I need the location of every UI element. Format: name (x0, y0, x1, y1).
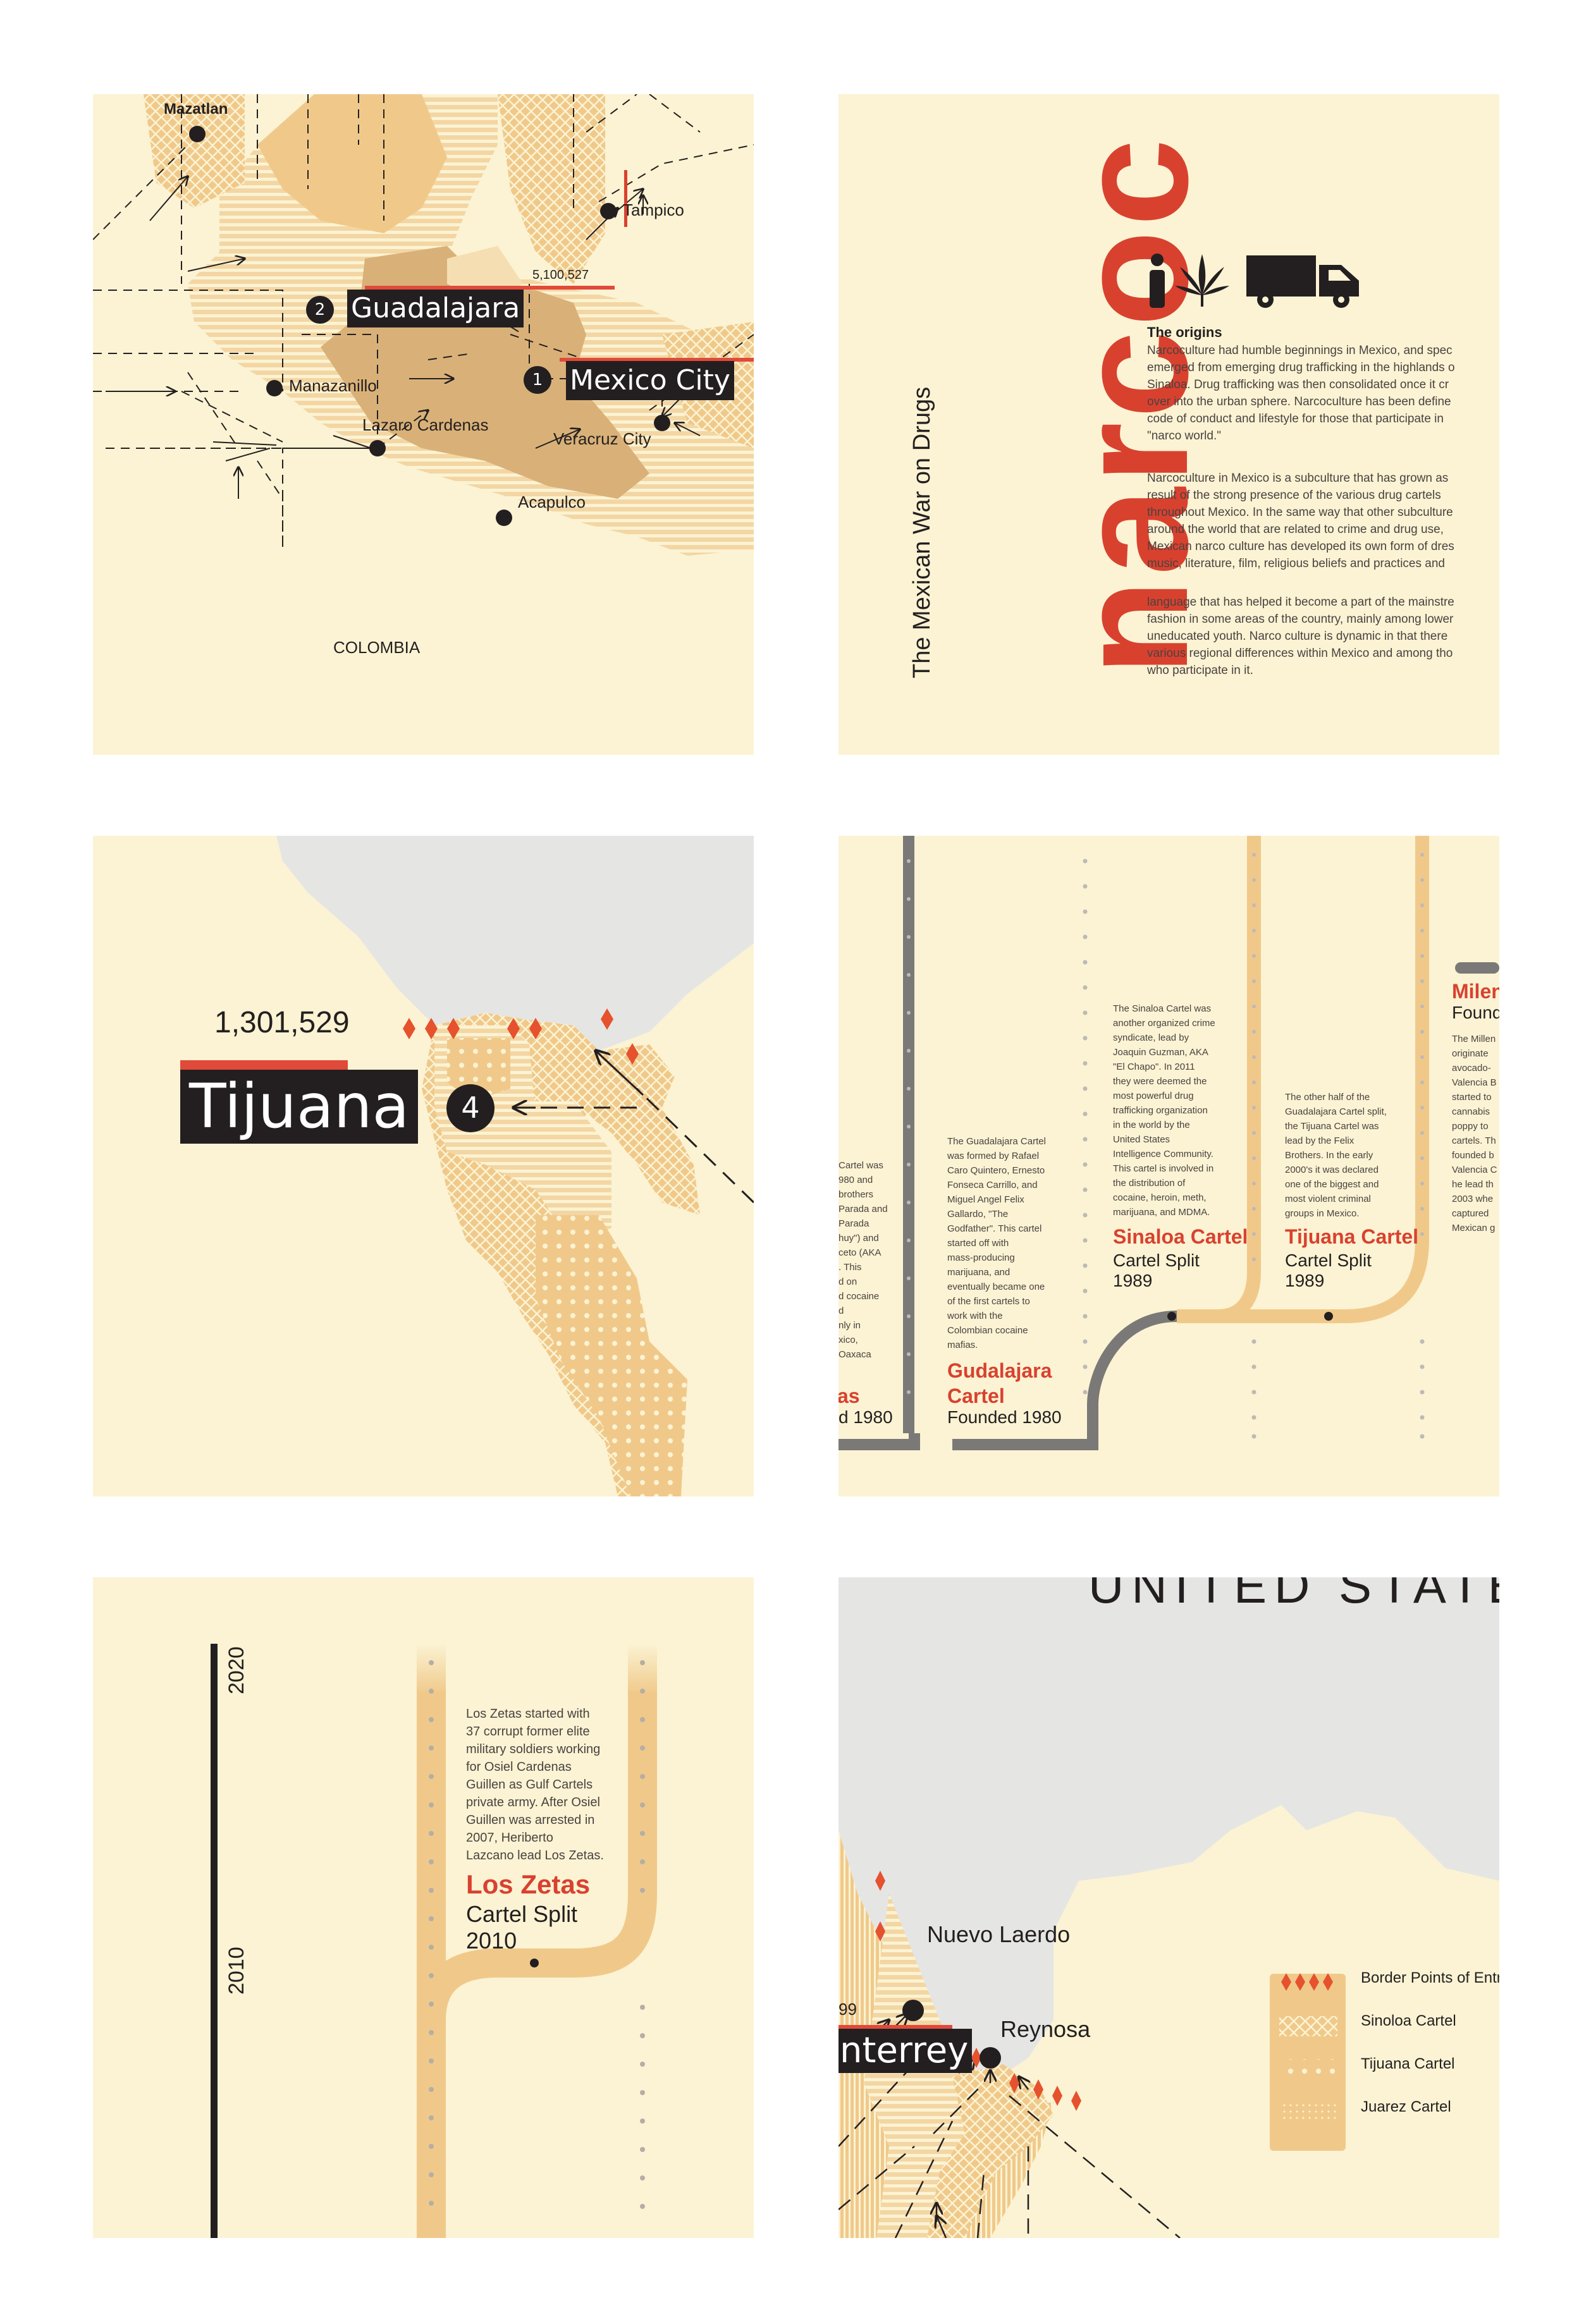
guadalajara-label: Guadalajara (347, 290, 524, 327)
city-label-acapulco: Acapulco (518, 492, 586, 511)
panel-central-mexico-map: Mazatlan Tampico Manazanillo Lazaro Card… (93, 94, 754, 755)
legend-item-juarez-cartel: Juarez Cartel (1361, 2098, 1451, 2115)
tijuana-cartel-name: Tijuana Cartel (1285, 1225, 1419, 1248)
city-label-nuevo-laredo: Nuevo Laerdo (927, 1921, 1071, 1947)
panel-tijuana-map: 1,301,529 Tijuana 4 (93, 836, 754, 1496)
city-label-lazaro-cardenas: Lazaro Cardenas (362, 415, 489, 434)
left-cartel-partial-text: Cartel was 980 and brothers Parada and P… (838, 1160, 888, 1360)
city-label-mazatlan: Mazatlan (164, 101, 228, 118)
series-subtitle: The Mexican War on Drugs (909, 386, 935, 678)
origins-paragraph-1: Narcoculture had humble beginnings in Me… (1147, 344, 1455, 443)
zetas-timeline-graphic (211, 1644, 657, 2238)
legend-item-tijuana-cartel: Tijuana Cartel (1361, 2055, 1455, 2072)
guadalajara-cartel-founded: Founded 1980 (947, 1407, 1062, 1427)
country-label-colombia: COLOMBIA (333, 638, 421, 657)
los-zetas-year: 2010 (466, 1928, 517, 1954)
dots-pattern-icon (1279, 2059, 1337, 2079)
los-zetas-split: Cartel Split (466, 1901, 578, 1927)
tijuana-map-graphic (180, 836, 754, 1496)
origins-paragraph-2: Narcoculture in Mexico is a subculture t… (1147, 472, 1454, 570)
sinaloa-cartel-year: 1989 (1113, 1271, 1153, 1290)
sinaloa-cartel-description: The Sinaloa Cartel was another organized… (1113, 1003, 1215, 1218)
northeast-border-map-graphic (838, 1577, 1499, 2238)
city-label-tampico: Tampico (623, 200, 684, 219)
cannabis-leaf-icon (1175, 254, 1229, 307)
mexico-city-rank-badge: 1 (524, 366, 551, 394)
city-label-reynosa: Reynosa (1000, 2016, 1091, 2042)
sinaloa-cartel-split: Cartel Split (1113, 1251, 1200, 1270)
year-label-2020: 2020 (224, 1646, 249, 1694)
truck-icon (1246, 255, 1359, 308)
tijuana-rank-badge: 4 (461, 1091, 480, 1125)
legend-item-border-points: Border Points of Entr (1361, 1969, 1499, 1986)
legend-item-sinoloa-cartel: Sinoloa Cartel (1361, 2012, 1456, 2029)
tijuana-population: 1,301,529 (214, 1006, 350, 1039)
mexico-city-label: Mexico City (566, 361, 734, 400)
monterrey-label-partial: nterrey (838, 2029, 973, 2073)
milenio-cartel-partial-text: The Millen originate avocado- Valencia B… (1452, 1034, 1497, 1233)
origins-paragraph-3: language that has helped it become a par… (1147, 596, 1454, 677)
guadalajara-population: 5,100,527 (532, 268, 589, 282)
los-zetas-description: Los Zetas started with 37 corrupt former… (466, 1707, 604, 1862)
city-label-manzanillo: Manazanillo (289, 376, 377, 395)
sinaloa-cartel-name: Sinaloa Cartel (1113, 1225, 1248, 1248)
milenio-cartel-name-partial: Mileni (1452, 980, 1499, 1003)
guadalajara-cartel-name-line2: Cartel (947, 1385, 1005, 1407)
origins-heading: The origins (1147, 324, 1222, 340)
population-partial: 99 (838, 2000, 857, 2019)
tijuana-cartel-description: The other half of the Guadalajara Cartel… (1285, 1092, 1387, 1219)
los-zetas-name: Los Zetas (466, 1869, 591, 1899)
guadalajara-rank-badge: 2 (306, 296, 334, 324)
left-cartel-name-partial: as (838, 1385, 860, 1407)
panel-northeast-border-map: UNITED STATES Nuevo Laerdo Reynosa 99 nt… (838, 1577, 1499, 2238)
left-cartel-founded-partial: d 1980 (838, 1407, 893, 1427)
tijuana-cartel-split: Cartel Split (1285, 1251, 1372, 1270)
timeline-lines-graphic (838, 836, 1499, 1450)
panel-narcoculture-intro: narcoc The Mexican War on Drugs The orig… (838, 94, 1499, 755)
red-diamond-icon (1281, 1973, 1333, 1991)
united-states-label: UNITED STATES (1088, 1577, 1499, 1613)
tijuana-cartel-year: 1989 (1285, 1271, 1325, 1290)
tijuana-label: Tijuana (180, 1070, 419, 1144)
city-label-veracruz: Veracruz City (553, 429, 651, 448)
person-icon (1150, 254, 1165, 308)
guadalajara-cartel-name-line1: Gudalajara (947, 1359, 1052, 1382)
panel-los-zetas-timeline: 2020 2010 Los Zetas started with 37 corr… (93, 1577, 754, 2238)
year-label-2010: 2010 (224, 1947, 249, 1995)
panel-cartel-timeline: Cartel was 980 and brothers Parada and P… (838, 836, 1499, 1496)
stripes-pattern-icon (1279, 2102, 1337, 2122)
crosshatch-pattern-icon (1279, 2016, 1337, 2036)
guadalajara-cartel-description: The Guadalajara Cartel was formed by Raf… (947, 1136, 1046, 1350)
milenio-cartel-founded-partial: Found (1452, 1003, 1499, 1022)
